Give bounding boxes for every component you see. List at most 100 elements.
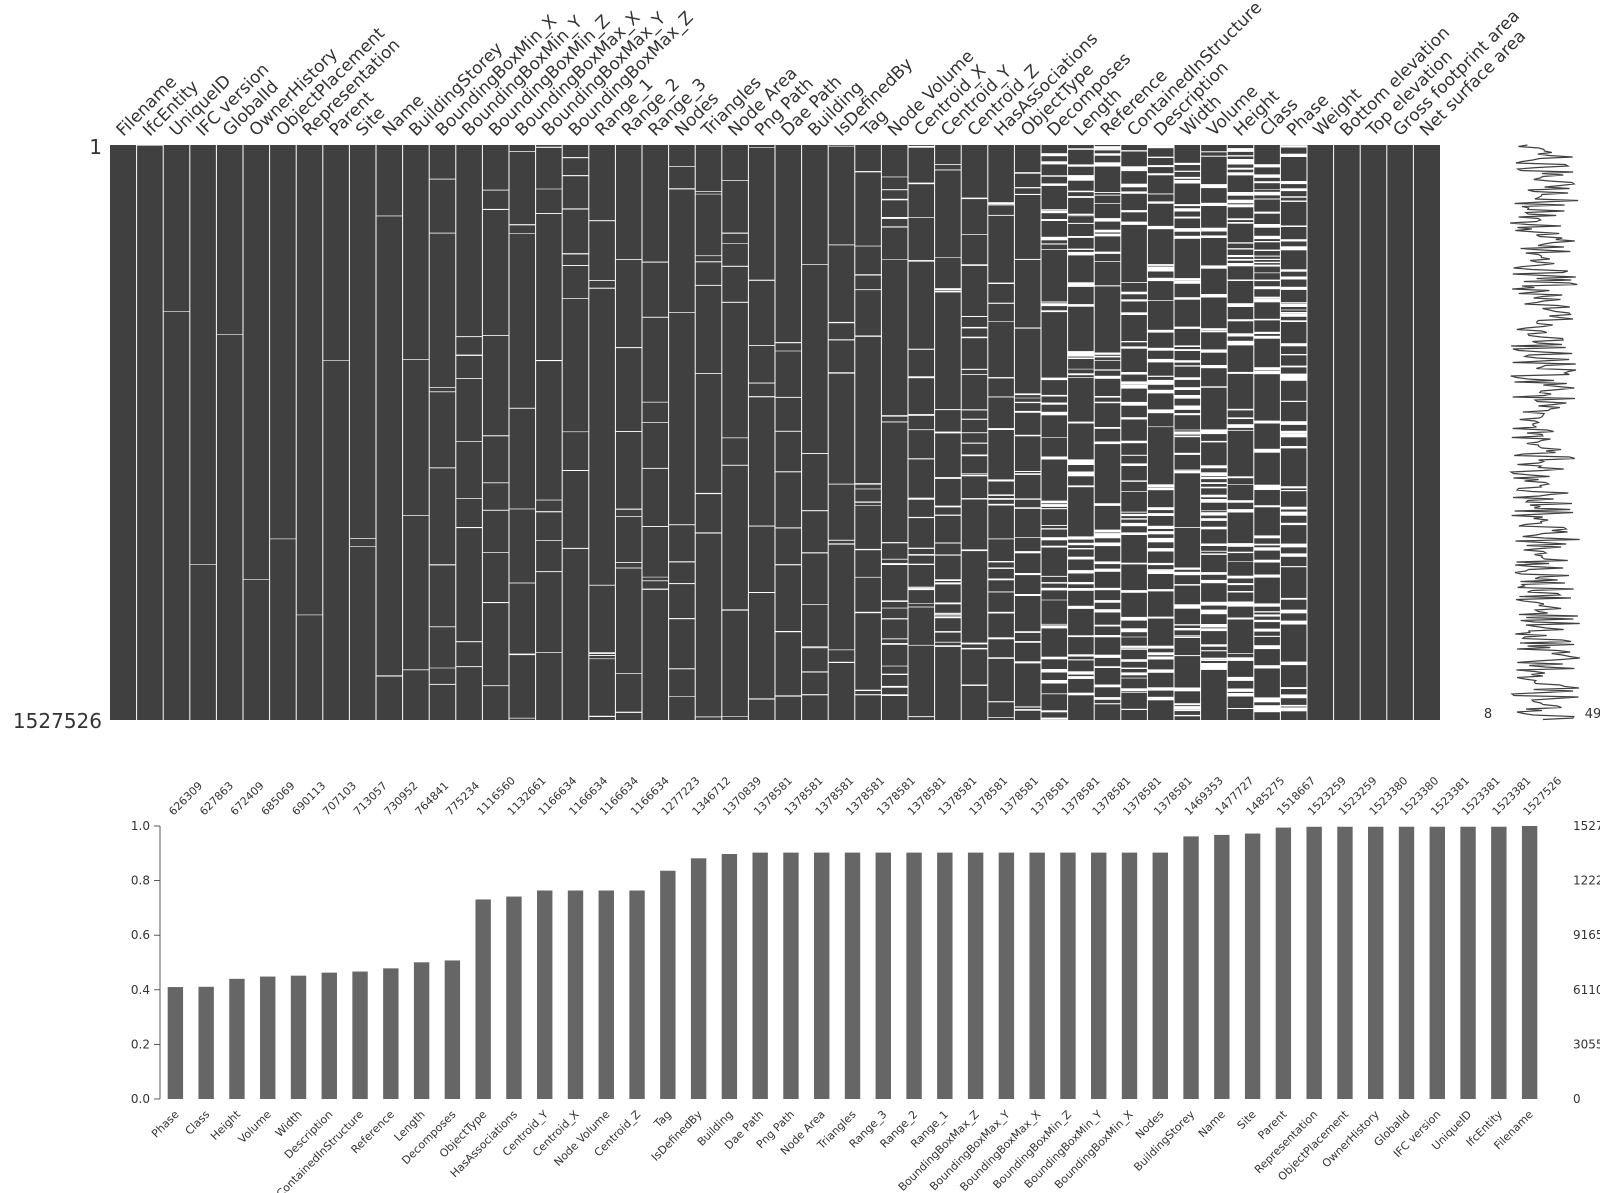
matrix-gap [588, 287, 616, 289]
matrix-gap [695, 261, 722, 263]
matrix-gap [1067, 678, 1095, 679]
matrix-gap [1253, 619, 1281, 623]
matrix-gap [934, 288, 962, 290]
matrix-gap [509, 508, 536, 510]
matrix-gap [1067, 190, 1095, 193]
matrix-gap [1014, 631, 1041, 633]
bar-centroid-z [629, 890, 645, 1099]
matrix-column-buildingstorey [402, 145, 430, 720]
matrix-gap [748, 592, 775, 593]
matrix-gap [801, 552, 829, 554]
matrix-gap [455, 354, 483, 356]
matrix-gap [1200, 265, 1228, 269]
matrix-gap [1253, 189, 1281, 190]
y-tick-label: 1.0 [131, 819, 150, 833]
matrix-gap [854, 335, 882, 337]
matrix-column-isdefinedby [828, 145, 855, 720]
matrix-gap [1227, 371, 1254, 374]
matrix-gap [1120, 150, 1148, 152]
matrix-gap [934, 431, 962, 434]
matrix-column-net-surface-area [1413, 145, 1440, 720]
matrix-gap [1094, 697, 1121, 700]
matrix-gap [1014, 661, 1041, 664]
bar-decomposes [444, 960, 461, 1099]
matrix-gap [1200, 526, 1228, 530]
matrix-gap [1120, 590, 1148, 593]
matrix-gap [1174, 432, 1201, 433]
matrix-gap [961, 316, 988, 317]
matrix-column-png-path [748, 145, 775, 720]
matrix-gap [1227, 155, 1254, 157]
matrix-gap [1094, 355, 1121, 358]
matrix-gap [1174, 387, 1201, 390]
matrix-gap [1067, 536, 1095, 540]
matrix-gap [1147, 656, 1174, 660]
matrix-gap [1227, 678, 1254, 681]
matrix-gap [1014, 537, 1041, 538]
matrix-gap [1280, 373, 1307, 378]
matrix-gap [1094, 441, 1121, 445]
matrix-gap [987, 567, 1015, 569]
matrix-gap [1280, 486, 1307, 489]
matrix-gap [1174, 365, 1201, 367]
matrix-gap [961, 684, 988, 686]
matrix-gap [642, 526, 669, 527]
matrix-gap [1041, 161, 1068, 165]
matrix-gap [1227, 601, 1254, 604]
matrix-gap [642, 588, 669, 590]
bar-nodes [1152, 852, 1168, 1099]
y-tick-label-right: 1527 [1573, 819, 1600, 833]
matrix-gap [1174, 176, 1201, 179]
matrix-gap [1041, 669, 1068, 673]
matrix-gap [1174, 706, 1201, 710]
matrix-gap [1253, 705, 1281, 710]
matrix-gap [1147, 145, 1174, 148]
matrix-gap [455, 498, 483, 499]
matrix-gap [695, 255, 722, 257]
matrix-gap [828, 539, 855, 541]
matrix-gap [695, 716, 722, 718]
matrix-gap [243, 579, 270, 580]
matrix-gap [429, 232, 456, 234]
row-completeness-sparkline: 8 49 [1484, 144, 1600, 722]
matrix-gap [482, 189, 509, 191]
matrix-gap [1280, 302, 1307, 303]
matrix-gap [1280, 511, 1307, 516]
matrix-gap [881, 695, 908, 696]
matrix-gap [1280, 196, 1307, 198]
matrix-gap [1227, 591, 1254, 593]
bar-png-path [783, 852, 799, 1099]
matrix-gap [1253, 574, 1281, 578]
matrix-gap [1094, 194, 1121, 196]
matrix-gap [588, 220, 616, 222]
matrix-gap [1067, 556, 1095, 560]
matrix-gap [1094, 427, 1121, 429]
matrix-gap [1014, 507, 1041, 509]
matrix-gap [642, 316, 669, 318]
matrix-column-class [1253, 145, 1281, 720]
matrix-gap [455, 378, 483, 379]
matrix-gap [1253, 261, 1281, 264]
matrix-gap [1041, 625, 1068, 629]
matrix-gap [562, 157, 589, 159]
matrix-gap [1041, 411, 1068, 416]
y-tick-label-right: 9165 [1573, 928, 1600, 942]
matrix-gap [1120, 184, 1148, 188]
matrix-gap [1253, 264, 1281, 267]
matrix-gap [1227, 693, 1254, 697]
matrix-gap [1094, 396, 1121, 398]
matrix-gap [748, 698, 775, 700]
matrix-gap [1147, 379, 1174, 384]
matrix-column-site [349, 145, 376, 720]
matrix-gap [1067, 215, 1095, 217]
matrix-gap [1041, 303, 1068, 306]
matrix-column-centroid-x [908, 145, 935, 720]
matrix-gap [881, 638, 908, 640]
matrix-gap [1227, 429, 1254, 431]
matrix-gap [429, 667, 456, 669]
matrix-gap [1041, 623, 1068, 625]
matrix-gap [881, 607, 908, 609]
matrix-gap [1147, 514, 1174, 516]
matrix-gap [1227, 575, 1254, 579]
bar-boundingboxmax-z [967, 852, 984, 1099]
